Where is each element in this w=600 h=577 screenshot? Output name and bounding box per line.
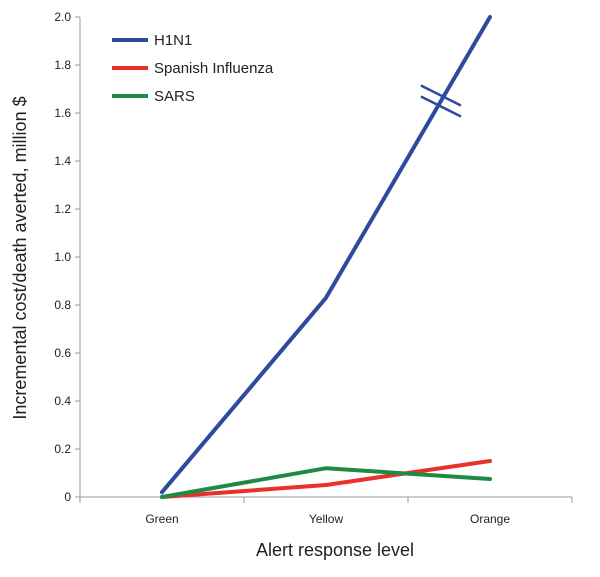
y-tick-label: 0.2 bbox=[54, 442, 71, 456]
legend-label: Spanish Influenza bbox=[154, 60, 274, 77]
y-tick-label: 2.0 bbox=[54, 10, 71, 24]
legend: H1N1 Spanish Influenza SARS bbox=[112, 32, 274, 105]
series-line-spanish-influenza bbox=[160, 459, 492, 499]
y-tick-label: 1.0 bbox=[54, 250, 71, 264]
x-tick-label: Orange bbox=[470, 512, 510, 526]
y-tick-label: 0.8 bbox=[54, 298, 71, 312]
y-tick-label: 0.4 bbox=[54, 394, 71, 408]
series-layer bbox=[160, 15, 492, 499]
y-tick-label: 0 bbox=[64, 490, 71, 504]
x-tick-label: Green bbox=[145, 512, 178, 526]
y-tick-label: 0.6 bbox=[54, 346, 71, 360]
y-axis-title: Incremental cost/death averted, million … bbox=[10, 96, 30, 419]
axis-break-mark bbox=[420, 95, 462, 118]
axis-break-layer bbox=[420, 84, 462, 118]
axis-break-mark bbox=[420, 84, 462, 107]
x-axis-title: Alert response level bbox=[256, 540, 414, 560]
series-line-h1n1 bbox=[160, 15, 492, 495]
legend-label: SARS bbox=[154, 88, 195, 105]
x-tick-label: Yellow bbox=[309, 512, 344, 526]
legend-label: H1N1 bbox=[154, 32, 192, 49]
y-tick-label: 1.4 bbox=[54, 154, 71, 168]
series-line-sars bbox=[160, 466, 492, 499]
y-tick-label: 1.2 bbox=[54, 202, 71, 216]
y-tick-label: 1.6 bbox=[54, 106, 71, 120]
y-tick-label: 1.8 bbox=[54, 58, 71, 72]
axes: 0 0.2 0.4 0.6 0.8 1.0 1.2 1.4 1.6 1.8 2.0 Green Yell… bbox=[54, 10, 573, 526]
